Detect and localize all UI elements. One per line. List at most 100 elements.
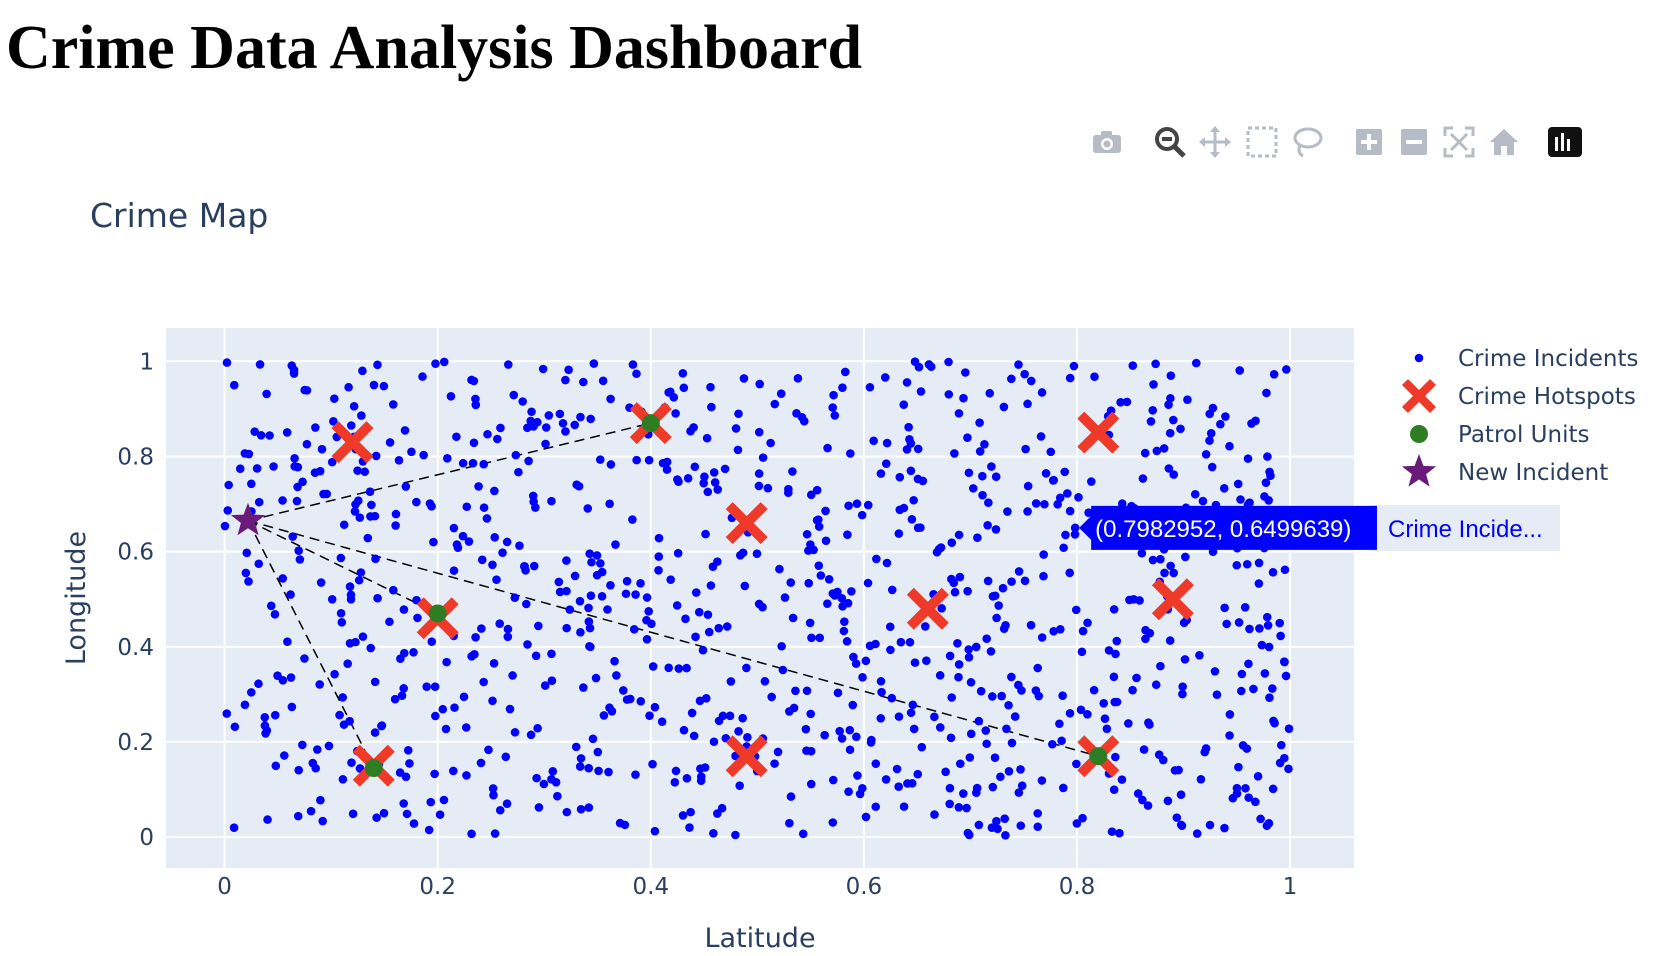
crime-incident-point[interactable] (564, 365, 573, 375)
crime-incident-point[interactable] (679, 725, 689, 735)
crime-incident-point[interactable] (690, 462, 700, 472)
crime-incident-point[interactable] (349, 402, 359, 411)
crime-incident-point[interactable] (714, 716, 724, 726)
crime-incident-point[interactable] (926, 362, 936, 372)
patrol-unit-marker[interactable] (1089, 747, 1108, 766)
crime-incident-point[interactable] (503, 632, 513, 642)
crime-incident-point[interactable] (1040, 499, 1049, 509)
crime-incident-point[interactable] (982, 634, 992, 643)
crime-incident-point[interactable] (1125, 595, 1134, 605)
crime-incident-point[interactable] (562, 623, 571, 633)
crime-incident-point[interactable] (1149, 380, 1158, 389)
crime-incident-point[interactable] (306, 806, 316, 816)
crime-incident-point[interactable] (294, 546, 303, 555)
crime-incident-point[interactable] (397, 691, 407, 700)
crime-incident-point[interactable] (555, 587, 565, 597)
crime-incident-point[interactable] (964, 645, 973, 654)
crime-incident-point[interactable] (876, 676, 886, 686)
crime-incident-point[interactable] (615, 818, 625, 828)
crime-incident-point[interactable] (541, 423, 551, 432)
crime-incident-point[interactable] (971, 642, 981, 652)
crime-incident-point[interactable] (427, 637, 437, 647)
crime-incident-point[interactable] (610, 656, 619, 666)
crime-incident-point[interactable] (256, 431, 266, 440)
crime-incident-point[interactable] (462, 502, 472, 512)
crime-incident-point[interactable] (418, 372, 427, 381)
crime-incident-point[interactable] (773, 747, 783, 757)
crime-incident-point[interactable] (863, 578, 873, 588)
crime-incident-point[interactable] (390, 694, 400, 704)
crime-incident-point[interactable] (363, 533, 373, 543)
crime-incident-point[interactable] (954, 409, 964, 418)
crime-incident-point[interactable] (534, 803, 544, 812)
crime-incident-point[interactable] (930, 810, 939, 819)
crime-incident-point[interactable] (674, 664, 684, 673)
crime-incident-point[interactable] (902, 378, 912, 387)
crime-incident-point[interactable] (654, 533, 664, 543)
crime-incident-point[interactable] (1077, 647, 1087, 657)
crime-incident-point[interactable] (886, 645, 895, 655)
crime-incident-point[interactable] (629, 625, 639, 634)
crime-incident-point[interactable] (899, 802, 909, 811)
crime-incident-point[interactable] (1007, 672, 1016, 682)
crime-incident-point[interactable] (666, 575, 675, 584)
crime-incident-point[interactable] (327, 457, 337, 467)
crime-incident-point[interactable] (954, 672, 963, 682)
crime-incident-point[interactable] (1117, 775, 1127, 784)
crime-hotspot-marker[interactable] (906, 587, 949, 630)
crime-incident-point[interactable] (430, 682, 440, 692)
crime-incident-point[interactable] (754, 481, 764, 491)
crime-incident-point[interactable] (554, 577, 564, 587)
crime-incident-point[interactable] (1039, 571, 1048, 581)
crime-incident-point[interactable] (913, 444, 923, 454)
crime-incident-point[interactable] (954, 660, 964, 669)
crime-incident-point[interactable] (373, 593, 382, 603)
crime-incident-point[interactable] (1262, 388, 1271, 398)
crime-incident-point[interactable] (1159, 444, 1169, 453)
crime-incident-point[interactable] (739, 374, 749, 383)
crime-incident-point[interactable] (1107, 827, 1117, 836)
crime-incident-point[interactable] (1205, 436, 1214, 445)
crime-incident-point[interactable] (266, 601, 276, 611)
crime-incident-point[interactable] (682, 774, 692, 783)
crime-incident-point[interactable] (962, 803, 971, 813)
crime-incident-point[interactable] (1065, 568, 1074, 578)
crime-incident-point[interactable] (906, 708, 916, 718)
crime-incident-point[interactable] (988, 692, 997, 701)
crime-incident-point[interactable] (222, 709, 232, 718)
crime-incident-point[interactable] (316, 795, 325, 805)
crime-incident-point[interactable] (734, 726, 743, 736)
crime-incident-point[interactable] (1236, 686, 1246, 696)
crime-incident-point[interactable] (586, 414, 595, 424)
crime-incident-point[interactable] (735, 781, 745, 790)
crime-incident-point[interactable] (450, 703, 459, 712)
crime-incident-point[interactable] (1148, 555, 1158, 565)
crime-incident-point[interactable] (947, 693, 957, 702)
crime-incident-point[interactable] (474, 482, 483, 491)
crime-incident-point[interactable] (1017, 686, 1026, 695)
crime-incident-point[interactable] (1249, 684, 1258, 694)
crime-incident-point[interactable] (503, 624, 513, 634)
crime-incident-point[interactable] (991, 525, 1001, 534)
crime-incident-point[interactable] (544, 411, 554, 420)
crime-incident-point[interactable] (302, 386, 312, 395)
crime-incident-point[interactable] (706, 382, 715, 392)
crime-incident-point[interactable] (605, 703, 614, 713)
crime-incident-point[interactable] (976, 686, 986, 696)
crime-incident-point[interactable] (894, 529, 904, 538)
crime-incident-point[interactable] (689, 731, 699, 741)
crime-incident-point[interactable] (439, 357, 449, 367)
crime-incident-point[interactable] (441, 724, 451, 734)
crime-incident-point[interactable] (318, 816, 328, 826)
crime-incident-point[interactable] (722, 622, 732, 631)
crime-incident-point[interactable] (446, 392, 456, 401)
crime-incident-point[interactable] (412, 497, 421, 507)
crime-incident-point[interactable] (1104, 646, 1114, 655)
crime-incident-point[interactable] (703, 610, 713, 619)
crime-incident-point[interactable] (422, 682, 431, 691)
crime-incident-point[interactable] (632, 455, 641, 465)
crime-incident-point[interactable] (628, 360, 638, 369)
crime-incident-point[interactable] (670, 777, 680, 787)
crime-incident-point[interactable] (316, 578, 326, 587)
crime-incident-point[interactable] (1023, 399, 1032, 409)
